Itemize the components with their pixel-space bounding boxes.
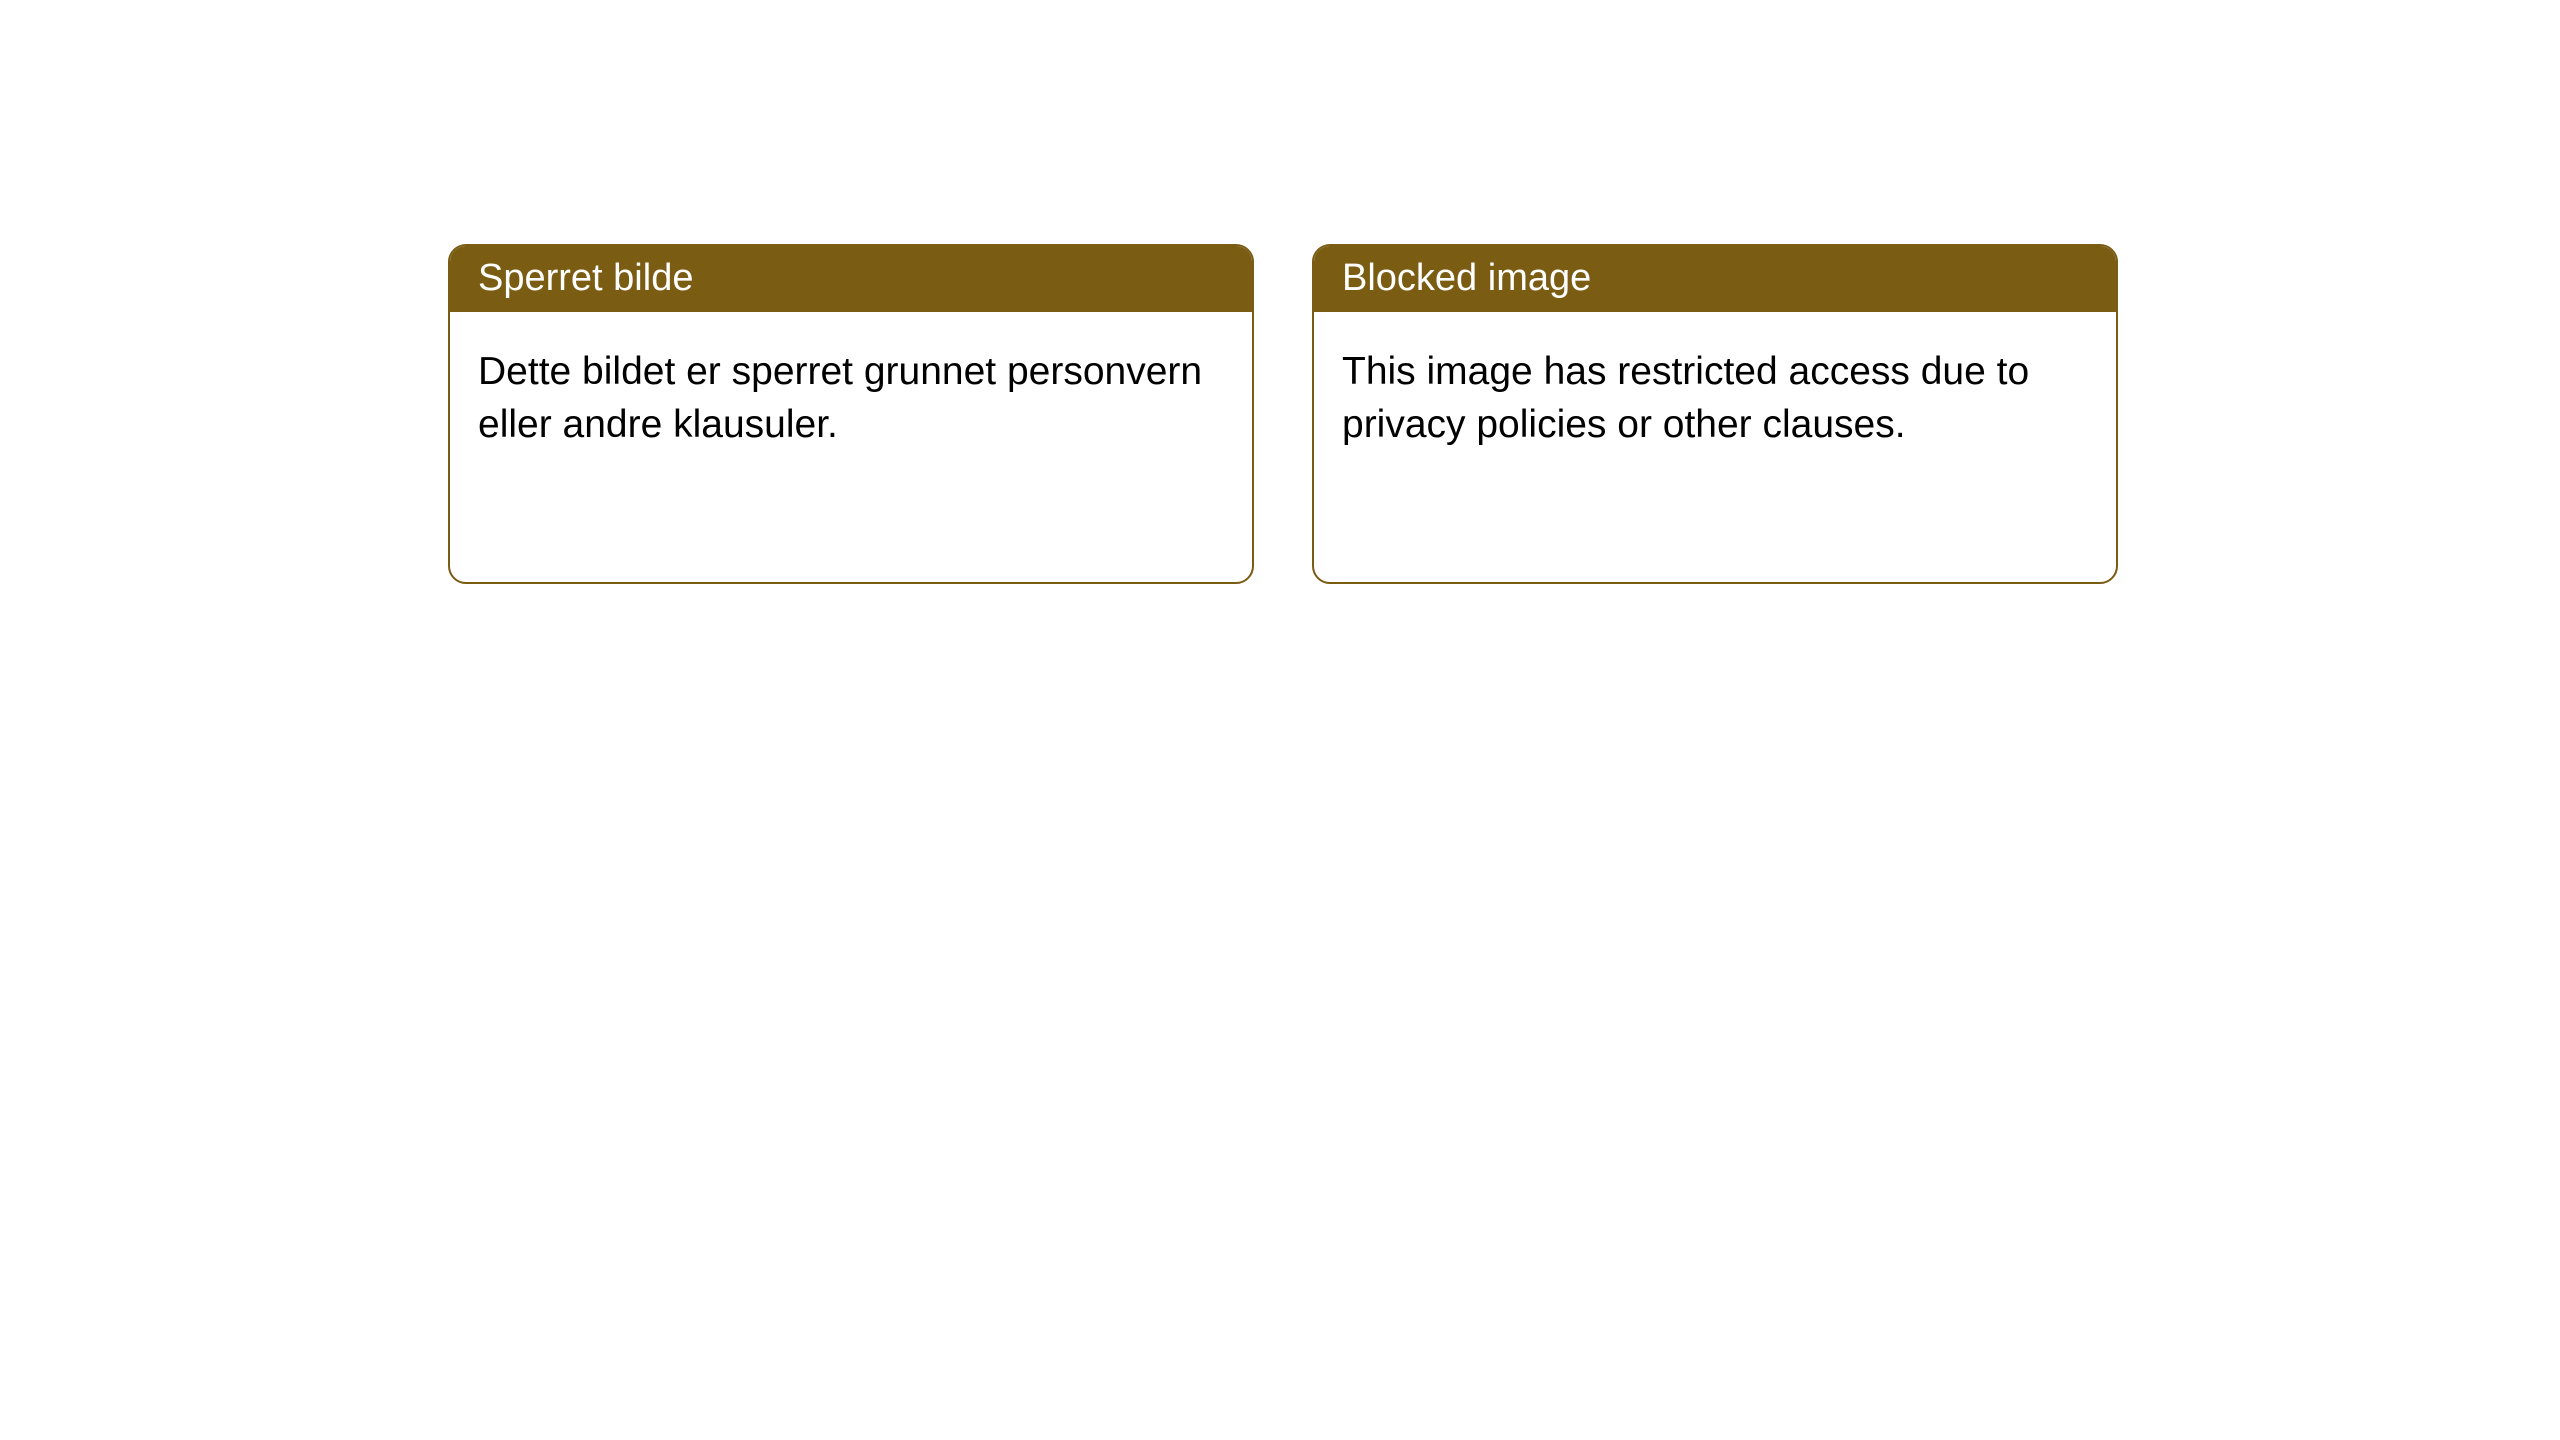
card-title: Sperret bilde bbox=[450, 246, 1252, 312]
card-body-text: Dette bildet er sperret grunnet personve… bbox=[450, 312, 1252, 582]
card-body-text: This image has restricted access due to … bbox=[1314, 312, 2116, 582]
card-title: Blocked image bbox=[1314, 246, 2116, 312]
notice-card-english: Blocked image This image has restricted … bbox=[1312, 244, 2118, 584]
notice-card-norwegian: Sperret bilde Dette bildet er sperret gr… bbox=[448, 244, 1254, 584]
notice-container: Sperret bilde Dette bildet er sperret gr… bbox=[0, 0, 2560, 584]
